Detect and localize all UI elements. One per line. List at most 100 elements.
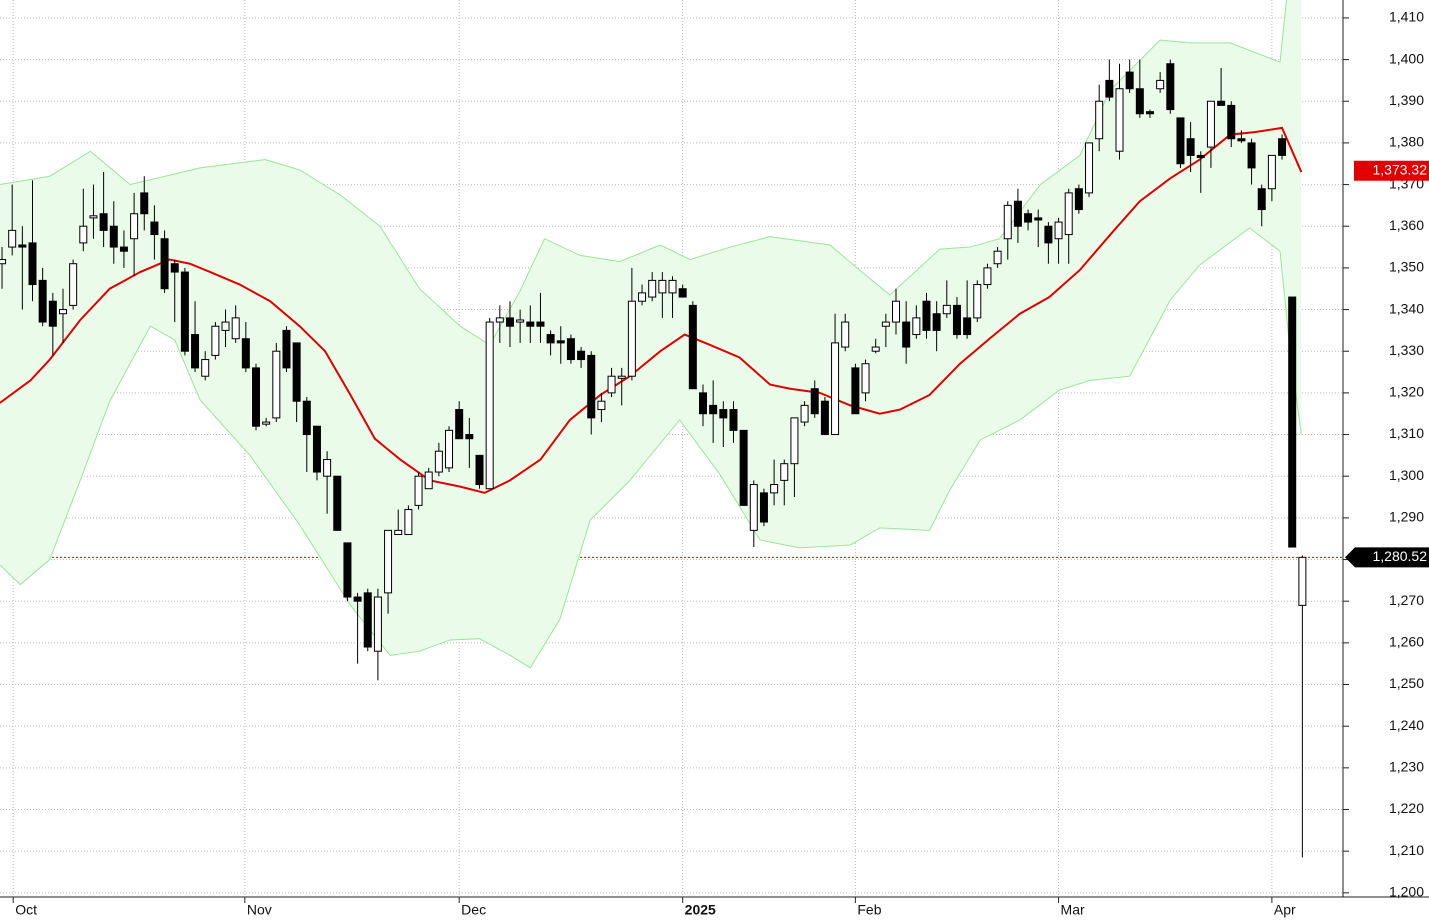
y-tick-label: 1,230 [1389, 759, 1424, 775]
candle-body [241, 338, 250, 369]
candle-body [892, 300, 901, 323]
candle-body [1257, 188, 1266, 211]
candle-body [536, 321, 545, 327]
candle-body [201, 359, 210, 377]
candle-body [851, 367, 860, 415]
candle-body [952, 304, 961, 336]
candle-body [709, 404, 718, 415]
x-tick-label: Mar [1061, 902, 1085, 918]
candle-body [841, 321, 850, 348]
y-tick-label: 1,270 [1389, 592, 1424, 608]
candle-body [1074, 188, 1083, 211]
candle-body [1145, 111, 1154, 115]
candle-body [770, 484, 779, 494]
candle-body [607, 375, 616, 394]
x-tick-label: Apr [1274, 902, 1296, 918]
candle-body [1125, 71, 1134, 90]
candle-body [780, 463, 789, 481]
y-tick-label: 1,330 [1389, 342, 1424, 358]
candle-body [485, 321, 494, 490]
band-lower [0, 227, 1302, 669]
candle-body [1298, 556, 1307, 606]
candle-body [577, 350, 586, 361]
candle-body [973, 284, 982, 319]
y-tick-label: 1,350 [1389, 259, 1424, 275]
candle-body [48, 300, 57, 327]
candle-body [333, 475, 342, 531]
candle-body [810, 388, 819, 415]
x-tick-label: Oct [15, 902, 37, 918]
candle-body [119, 246, 128, 252]
y-tick-label: 1,220 [1389, 800, 1424, 816]
candle-body [942, 304, 951, 315]
candle-body [1237, 138, 1246, 142]
candle-body [384, 529, 393, 594]
candle-body [932, 313, 941, 331]
candle-body [719, 409, 728, 419]
candle-body [1003, 204, 1012, 240]
candle-body [231, 317, 240, 340]
candles [0, 59, 1307, 858]
candle-body [556, 340, 565, 344]
candle-body [343, 542, 352, 598]
candle-body [638, 292, 647, 302]
candle-body [820, 400, 829, 436]
last-price-label: 1,280.52 [1373, 548, 1428, 564]
candle-body [38, 279, 47, 323]
y-tick-label: 1,290 [1389, 509, 1424, 525]
candle-body [292, 342, 301, 402]
candle-body [587, 354, 596, 419]
candle-body [455, 409, 464, 440]
candle-body [272, 350, 281, 419]
candle-body [617, 375, 626, 379]
candle-body [475, 454, 484, 486]
candle-body [658, 279, 667, 294]
x-tick-label: Feb [857, 902, 881, 918]
candle-body [1288, 296, 1297, 548]
candle-body [1166, 63, 1175, 111]
candle-body [109, 225, 118, 248]
candle-body [252, 367, 261, 427]
band-area [0, 0, 1302, 668]
candle-body [902, 321, 911, 348]
candle-body [963, 317, 972, 336]
candle-body [363, 592, 372, 648]
candle-body [312, 425, 321, 473]
candle-body [180, 271, 189, 352]
candle-body [495, 317, 504, 323]
last-price-tag [1345, 547, 1429, 568]
candle-body [89, 215, 98, 219]
candle-body [1024, 213, 1033, 223]
candle-body [302, 400, 311, 436]
candle-body [211, 325, 220, 356]
candle-body [1135, 88, 1144, 115]
candle-body [282, 329, 291, 369]
candle-body [516, 319, 525, 323]
candle-body [414, 475, 423, 506]
candle-body [526, 321, 535, 327]
candle-body [221, 321, 230, 331]
candle-body [69, 263, 78, 306]
candle-body [8, 229, 17, 248]
candle-body [1196, 154, 1205, 158]
x-tick-label: Dec [461, 902, 486, 918]
y-tick-label: 1,400 [1389, 50, 1424, 66]
y-tick-label: 1,340 [1389, 300, 1424, 316]
candle-body [1115, 88, 1124, 152]
candle-body [1054, 221, 1063, 240]
candle-body [739, 429, 748, 506]
candle-body [434, 450, 443, 473]
candle-body [1095, 100, 1104, 140]
candle-body [597, 400, 606, 411]
x-tick-label: Nov [247, 902, 272, 918]
candle-body [99, 213, 108, 231]
candle-body [170, 263, 179, 273]
candle-body [1267, 154, 1276, 190]
candle-body [1186, 138, 1195, 156]
candle-body [871, 346, 880, 352]
y-tick-label: 1,240 [1389, 717, 1424, 733]
y-tick-label: 1,200 [1389, 884, 1424, 900]
x-tick-label: 2025 [685, 902, 716, 918]
